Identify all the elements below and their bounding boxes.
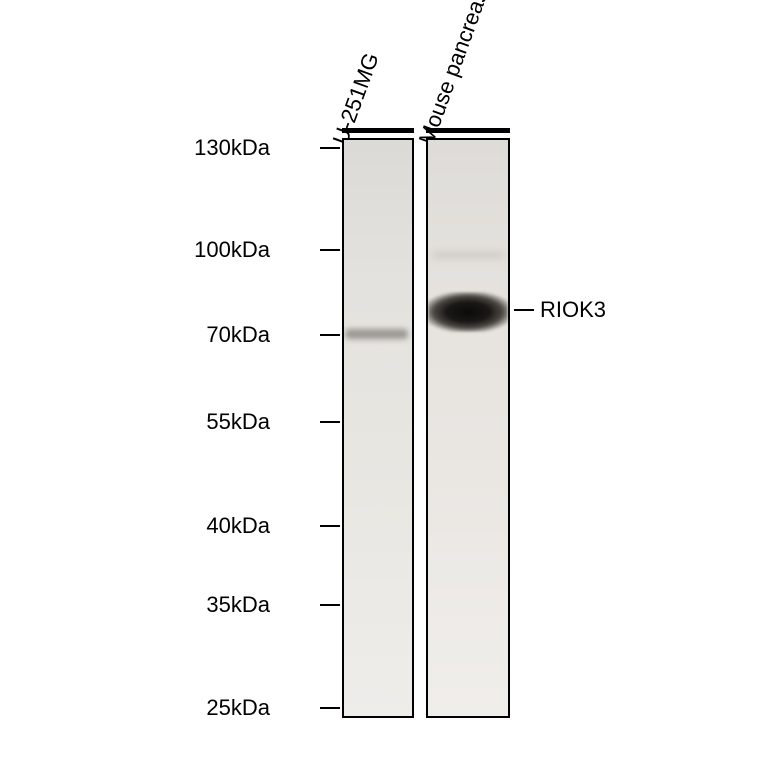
marker-label-text: 25kDa [206, 695, 270, 720]
marker-tick-55 [320, 421, 340, 423]
marker-label-text: 70kDa [206, 322, 270, 347]
band-label-text: RIOK3 [540, 297, 606, 322]
lane2-band-faint [432, 252, 504, 258]
marker-tick-70 [320, 334, 340, 336]
marker-70: 70kDa [206, 322, 270, 348]
western-blot-figure: 130kDa 100kDa 70kDa 55kDa 40kDa 35kDa 25… [120, 40, 680, 740]
lane-label-text: Mouse pancreas [414, 0, 493, 148]
marker-100: 100kDa [194, 237, 270, 263]
marker-40: 40kDa [206, 513, 270, 539]
lane1-label: U-251MG [328, 49, 385, 148]
marker-25: 25kDa [206, 695, 270, 721]
marker-tick-25 [320, 707, 340, 709]
marker-tick-130 [320, 147, 340, 149]
lane2-label: Mouse pancreas [414, 0, 494, 148]
band-label-riok3: RIOK3 [540, 297, 606, 323]
marker-tick-35 [320, 604, 340, 606]
marker-130: 130kDa [194, 135, 270, 161]
marker-tick-100 [320, 249, 340, 251]
lane2-band-riok3 [428, 292, 508, 332]
marker-label-text: 130kDa [194, 135, 270, 160]
marker-label-text: 40kDa [206, 513, 270, 538]
band-tick-riok3 [514, 309, 534, 311]
marker-35: 35kDa [206, 592, 270, 618]
lane1-band-1 [345, 329, 408, 339]
marker-label-text: 100kDa [194, 237, 270, 262]
marker-label-text: 35kDa [206, 592, 270, 617]
marker-tick-40 [320, 525, 340, 527]
lane1 [342, 138, 414, 718]
marker-label-text: 55kDa [206, 409, 270, 434]
lane2 [426, 138, 510, 718]
marker-55: 55kDa [206, 409, 270, 435]
